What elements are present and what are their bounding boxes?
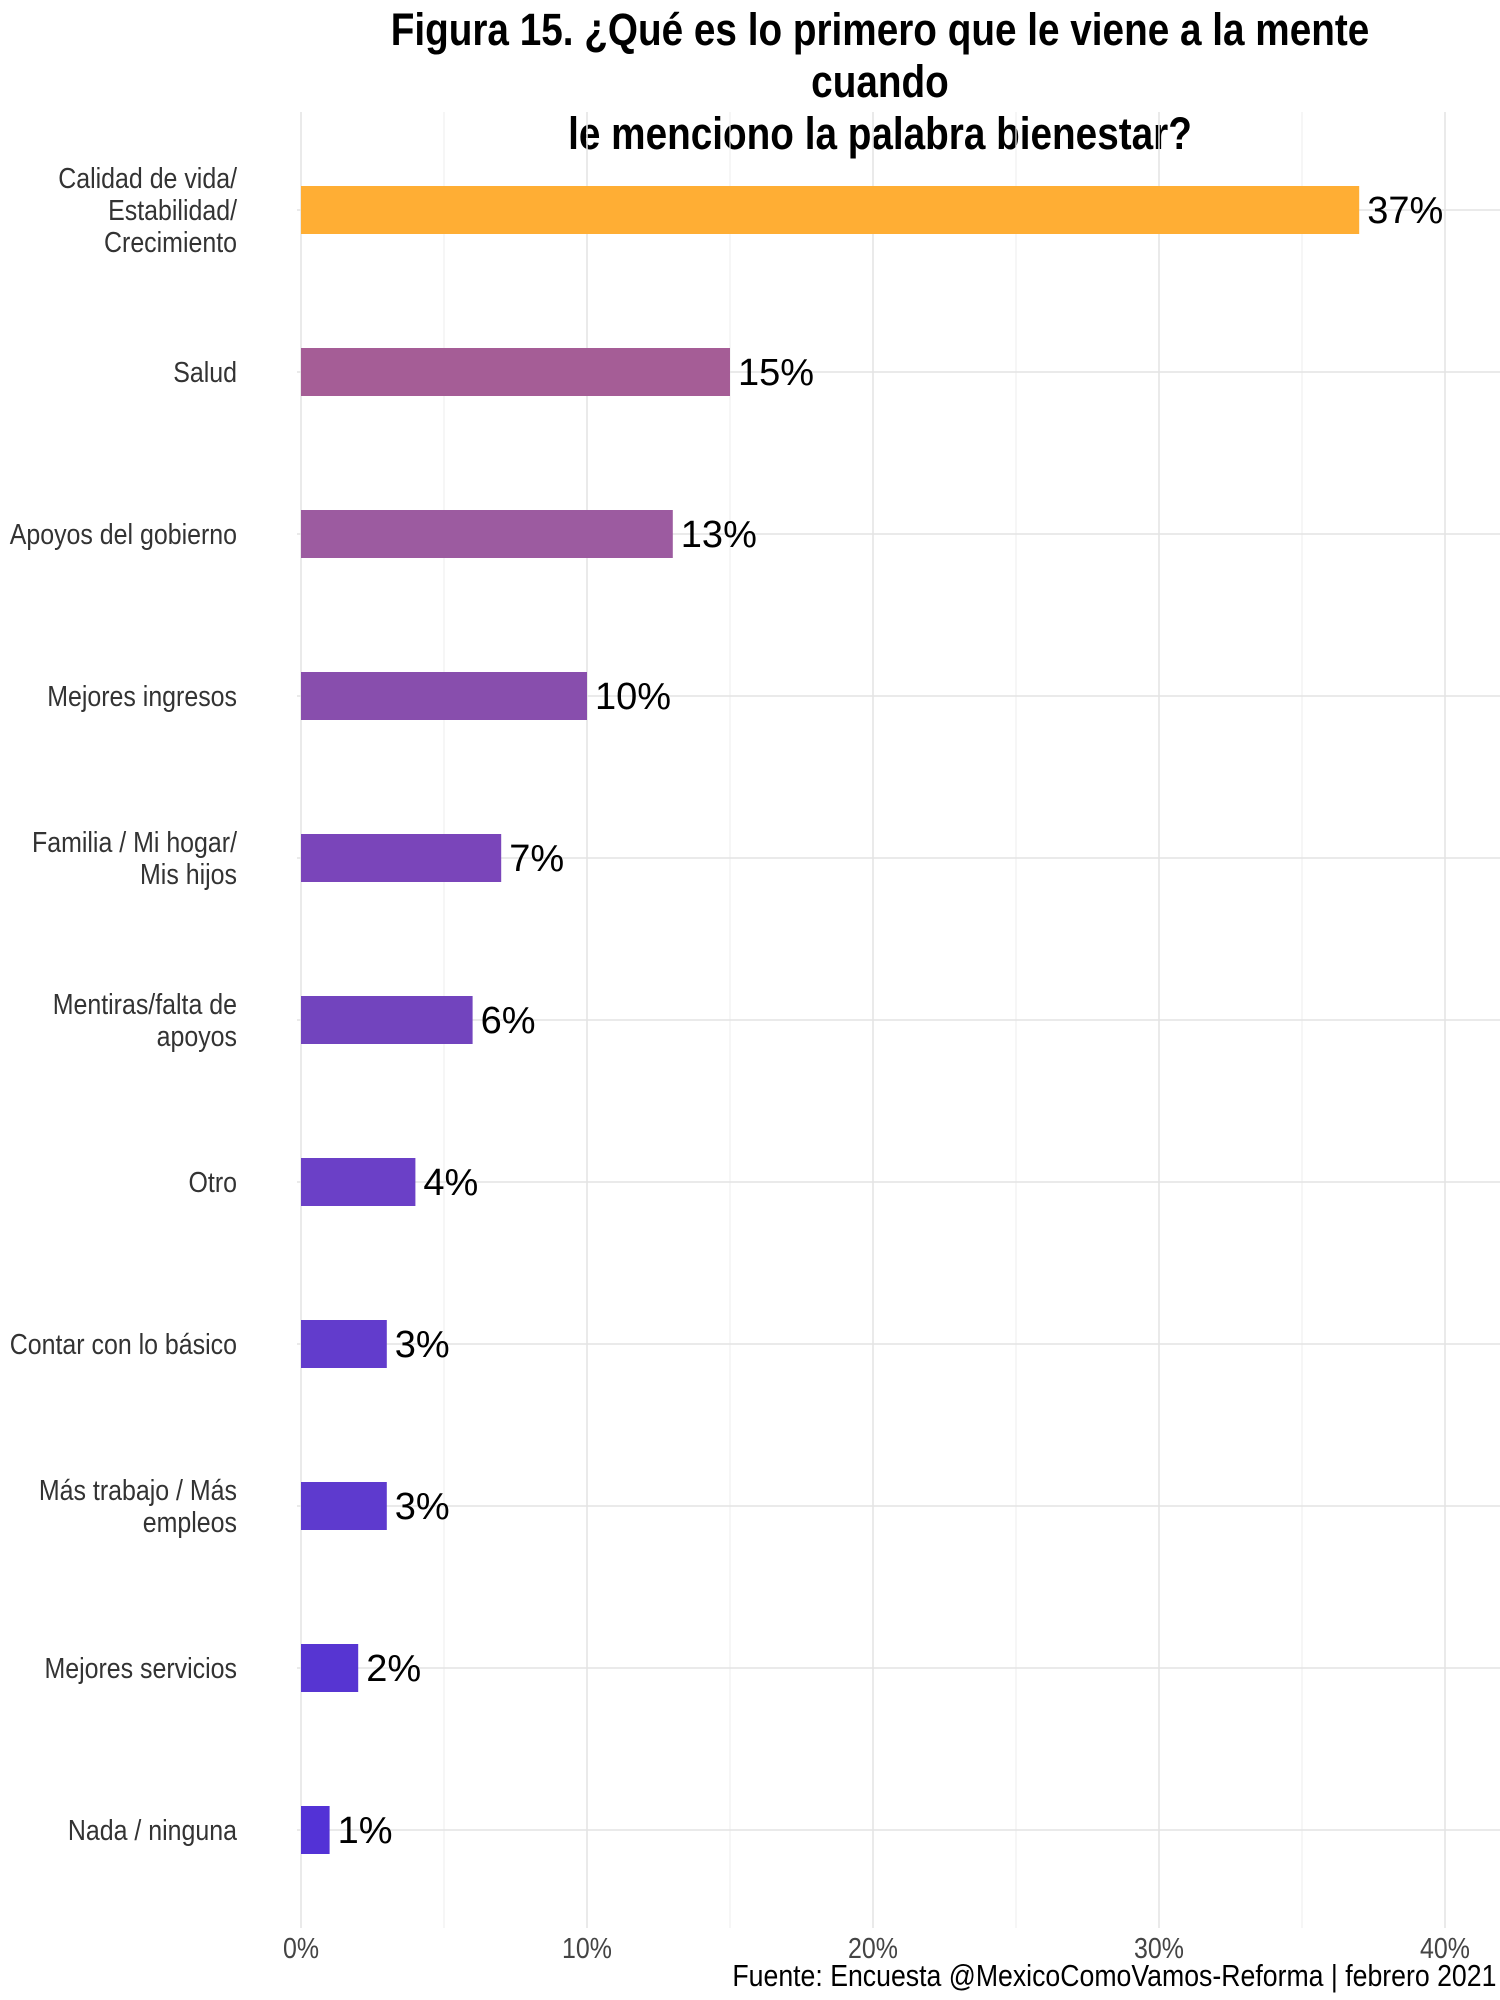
- bar-value-label: 1%: [338, 1810, 393, 1852]
- category-label: Nada / ninguna: [68, 1814, 238, 1846]
- x-tick-label: 40%: [1420, 1932, 1470, 1964]
- category-label: Calidad de vida/Estabilidad/Crecimiento: [58, 162, 237, 258]
- category-label: Apoyos del gobierno: [10, 518, 237, 550]
- category-label: Más trabajo / Más empleos: [39, 1474, 237, 1538]
- x-tick-label: 10%: [562, 1932, 612, 1964]
- bar-value-label: 4%: [423, 1162, 478, 1204]
- bar-value-label: 3%: [395, 1486, 450, 1528]
- chart-title-line-2: le menciono la palabra bienestar?: [568, 108, 1192, 159]
- bar: [301, 348, 730, 396]
- x-tick-label: 20%: [848, 1932, 898, 1964]
- source-note: Fuente: Encuesta @MexicoComoVamos-Reform…: [731, 1958, 1496, 1993]
- bar: [301, 834, 502, 882]
- category-labels: Calidad de vida/Estabilidad/Crecimiento S…: [10, 162, 238, 1846]
- bar: [301, 510, 673, 558]
- bar: [301, 1158, 416, 1206]
- category-label: Salud: [173, 356, 237, 388]
- category-label: Mejores servicios: [44, 1652, 237, 1684]
- value-labels: 37% 15% 13% 10% 7% 6% 4% 3% 3% 2% 1%: [338, 190, 1444, 1852]
- bar-value-label: 13%: [681, 514, 757, 556]
- bar-value-label: 6%: [481, 1000, 536, 1042]
- bar-value-label: 7%: [509, 838, 564, 880]
- bar: [301, 672, 587, 720]
- bar-value-label: 10%: [595, 676, 671, 718]
- bar-value-label: 37%: [1367, 190, 1443, 232]
- x-tick-label: 30%: [1134, 1932, 1184, 1964]
- bar-value-label: 3%: [395, 1324, 450, 1366]
- chart-title: Figura 15. ¿Qué es lo primero que le vie…: [364, 4, 1396, 160]
- category-label: Familia / Mi hogar/Mis hijos: [32, 826, 237, 890]
- category-label: Mejores ingresos: [47, 680, 237, 712]
- category-label: Mentiras/falta de apoyos: [53, 988, 237, 1052]
- x-tick-label: 0%: [283, 1932, 319, 1964]
- bar-value-label: 2%: [366, 1648, 421, 1690]
- category-label: Otro: [189, 1166, 237, 1198]
- bars: [301, 186, 1360, 1854]
- bar: [301, 186, 1360, 234]
- bar: [301, 1320, 387, 1368]
- bar: [301, 1644, 359, 1692]
- bar: [301, 996, 473, 1044]
- x-axis-ticks: 0% 10% 20% 30% 40%: [283, 1932, 1470, 1964]
- bar-value-label: 15%: [738, 352, 814, 394]
- bar: [301, 1806, 330, 1854]
- grid-lines: [297, 112, 1500, 1928]
- chart-title-line-1: Figura 15. ¿Qué es lo primero que le vie…: [390, 4, 1370, 107]
- category-label: Contar con lo básico: [10, 1328, 237, 1360]
- bar: [301, 1482, 387, 1530]
